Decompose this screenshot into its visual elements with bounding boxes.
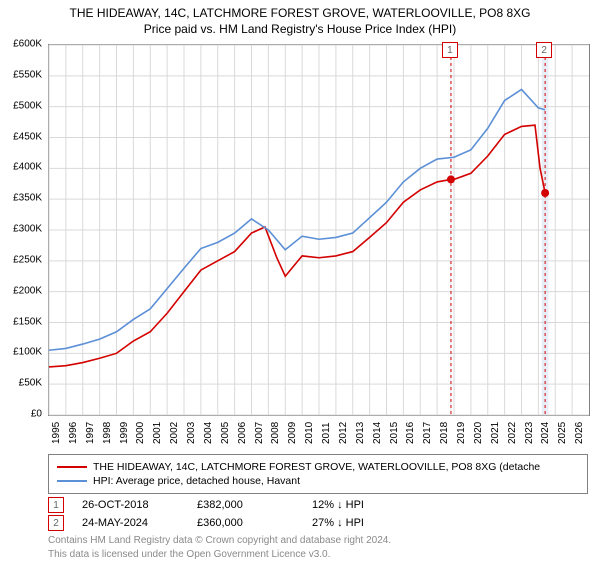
x-tick-label: 2000 <box>135 422 146 444</box>
x-tick-label: 2026 <box>574 422 585 444</box>
x-tick-label: 2025 <box>557 422 568 444</box>
y-tick-label: £550K <box>0 69 42 80</box>
chart-title-line2: Price paid vs. HM Land Registry's House … <box>10 22 590 36</box>
legend-item: THE HIDEAWAY, 14C, LATCHMORE FOREST GROV… <box>57 460 579 474</box>
legend-item: HPI: Average price, detached house, Hava… <box>57 474 579 488</box>
callout-delta: 27% ↓ HPI <box>312 517 427 529</box>
x-tick-label: 1998 <box>102 422 113 444</box>
callout-table: 1 26-OCT-2018£382,00012% ↓ HPI 2 24-MAY-202… <box>48 496 427 532</box>
x-tick-label: 2020 <box>473 422 484 444</box>
y-tick-label: £50K <box>0 378 42 389</box>
y-tick-label: £400K <box>0 162 42 173</box>
x-tick-label: 2001 <box>152 422 163 444</box>
x-tick-label: 2003 <box>186 422 197 444</box>
x-tick-label: 2015 <box>389 422 400 444</box>
x-tick-label: 1996 <box>68 422 79 444</box>
x-tick-label: 2013 <box>355 422 366 444</box>
callout-price: £360,000 <box>197 517 312 529</box>
x-tick-label: 1995 <box>51 422 62 444</box>
callout-date: 26-OCT-2018 <box>82 499 197 511</box>
x-tick-label: 1997 <box>85 422 96 444</box>
x-tick-label: 2007 <box>254 422 265 444</box>
legend-label: HPI: Average price, detached house, Hava… <box>93 475 300 487</box>
x-tick-label: 2010 <box>304 422 315 444</box>
footer-line2: This data is licensed under the Open Gov… <box>48 548 391 561</box>
x-tick-label: 2023 <box>524 422 535 444</box>
y-tick-label: £350K <box>0 193 42 204</box>
x-tick-label: 2016 <box>405 422 416 444</box>
legend: THE HIDEAWAY, 14C, LATCHMORE FOREST GROV… <box>48 454 588 494</box>
x-tick-label: 2002 <box>169 422 180 444</box>
legend-swatch <box>57 480 87 482</box>
y-tick-label: £100K <box>0 347 42 358</box>
callout-id-box: 2 <box>48 515 64 531</box>
x-tick-label: 2017 <box>422 422 433 444</box>
callout-row: 1 26-OCT-2018£382,00012% ↓ HPI <box>48 496 427 514</box>
x-tick-label: 2008 <box>270 422 281 444</box>
x-tick-label: 1999 <box>119 422 130 444</box>
legend-label: THE HIDEAWAY, 14C, LATCHMORE FOREST GROV… <box>93 461 540 473</box>
y-tick-label: £300K <box>0 224 42 235</box>
chart-svg <box>49 45 589 415</box>
callout-price: £382,000 <box>197 499 312 511</box>
y-tick-label: £500K <box>0 100 42 111</box>
x-tick-label: 2005 <box>220 422 231 444</box>
x-tick-label: 2024 <box>540 422 551 444</box>
x-tick-label: 2014 <box>372 422 383 444</box>
y-tick-label: £600K <box>0 39 42 50</box>
legend-swatch <box>57 466 87 468</box>
x-tick-label: 2019 <box>456 422 467 444</box>
chart-plot-area <box>48 44 590 416</box>
footer-line1: Contains HM Land Registry data © Crown c… <box>48 534 391 548</box>
chart-title-line1: THE HIDEAWAY, 14C, LATCHMORE FOREST GROV… <box>10 6 590 20</box>
callout-row: 2 24-MAY-2024£360,00027% ↓ HPI <box>48 514 427 532</box>
marker-label-1: 1 <box>442 42 458 58</box>
x-tick-label: 2021 <box>490 422 501 444</box>
marker-label-2: 2 <box>536 42 552 58</box>
y-tick-label: £250K <box>0 254 42 265</box>
callout-id-box: 1 <box>48 497 64 513</box>
x-tick-label: 2004 <box>203 422 214 444</box>
y-tick-label: £200K <box>0 285 42 296</box>
x-tick-label: 2022 <box>507 422 518 444</box>
x-tick-label: 2011 <box>321 422 332 444</box>
x-tick-label: 2006 <box>237 422 248 444</box>
x-tick-label: 2012 <box>338 422 349 444</box>
y-tick-label: £0 <box>0 409 42 420</box>
x-tick-label: 2009 <box>287 422 298 444</box>
callout-delta: 12% ↓ HPI <box>312 499 427 511</box>
y-tick-label: £150K <box>0 316 42 327</box>
x-tick-label: 2018 <box>439 422 450 444</box>
callout-date: 24-MAY-2024 <box>82 517 197 529</box>
y-tick-label: £450K <box>0 131 42 142</box>
footer-attribution: Contains HM Land Registry data © Crown c… <box>48 534 391 561</box>
